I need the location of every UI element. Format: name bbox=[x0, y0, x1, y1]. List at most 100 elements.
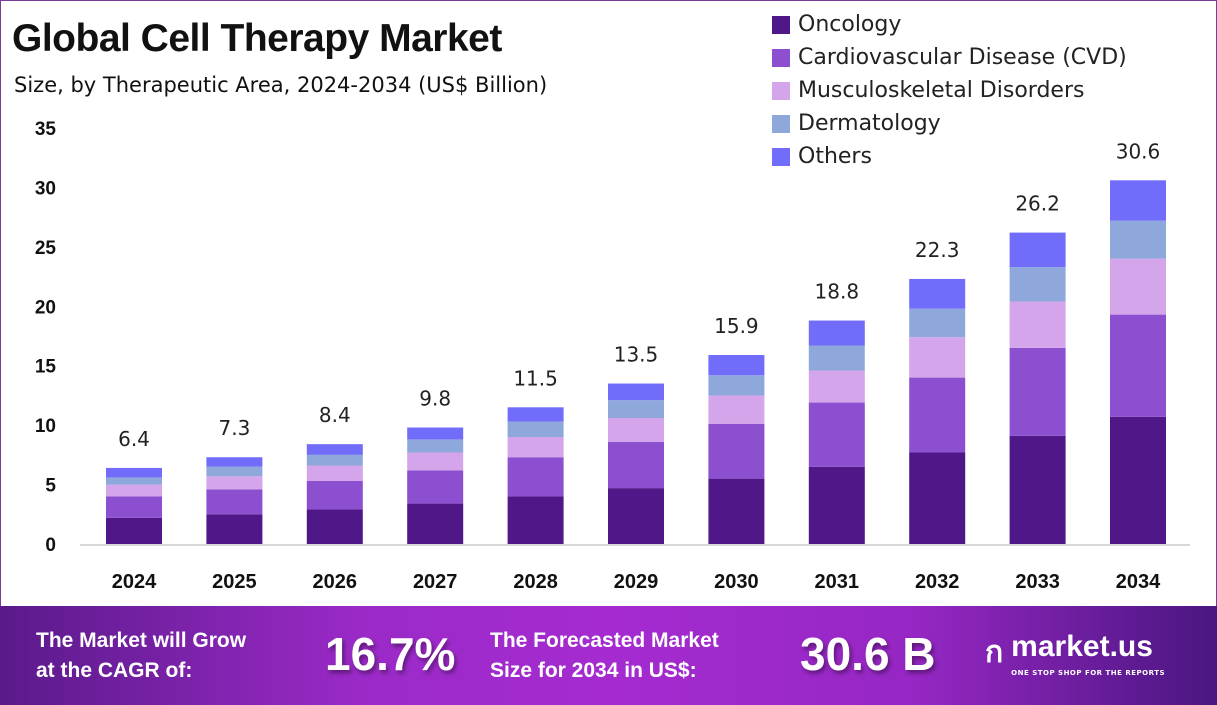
bar-segment-oncology bbox=[407, 503, 464, 544]
bar-segment-others bbox=[909, 278, 966, 309]
bar-total-label: 9.8 bbox=[419, 387, 451, 411]
bar-total-label: 11.5 bbox=[513, 366, 558, 390]
bar-segment-dermatology bbox=[1110, 220, 1166, 259]
bar-segment-oncology bbox=[708, 478, 765, 544]
bar-segment-others bbox=[407, 427, 464, 440]
bar-segment-cardiovascular-disease-cvd bbox=[808, 402, 865, 467]
bar-total-label: 18.8 bbox=[815, 280, 860, 304]
bar-segment-cardiovascular-disease-cvd bbox=[306, 481, 363, 510]
bar-segment-oncology bbox=[206, 514, 263, 544]
bar-segment-musculoskeletal-disorders bbox=[407, 452, 464, 471]
bar-segment-musculoskeletal-disorders bbox=[1009, 301, 1066, 348]
bar-segment-dermatology bbox=[608, 400, 664, 419]
bar-segment-musculoskeletal-disorders bbox=[106, 484, 162, 497]
x-tick-label: 2028 bbox=[513, 571, 558, 593]
x-tick-label: 2024 bbox=[112, 571, 157, 593]
legend: Oncology Cardiovascular Disease (CVD) Musc… bbox=[772, 8, 1127, 173]
bar-segment-oncology bbox=[909, 452, 966, 544]
bar-segment-musculoskeletal-disorders bbox=[608, 418, 664, 442]
bar-segment-others bbox=[507, 407, 564, 422]
x-tick-label: 2025 bbox=[212, 571, 257, 593]
bar-segment-dermatology bbox=[909, 308, 966, 338]
x-tick-label: 2030 bbox=[714, 571, 759, 593]
bar-total-label: 6.4 bbox=[118, 427, 150, 451]
legend-item: Cardiovascular Disease (CVD) bbox=[772, 41, 1127, 74]
bar-segment-dermatology bbox=[708, 375, 765, 396]
legend-label: Dermatology bbox=[798, 111, 941, 136]
bar-segment-oncology bbox=[106, 517, 162, 544]
x-tick-label: 2026 bbox=[313, 571, 358, 593]
legend-item: Oncology bbox=[772, 8, 1127, 41]
x-tick-label: 2029 bbox=[614, 571, 659, 593]
stacked-bar-chart: 051015202530356.420247.320258.420269.820… bbox=[35, 119, 1190, 593]
y-tick-label: 30 bbox=[35, 178, 56, 199]
x-tick-label: 2033 bbox=[1015, 571, 1060, 593]
bar-segment-others bbox=[608, 383, 664, 401]
legend-label: Cardiovascular Disease (CVD) bbox=[798, 45, 1127, 70]
x-tick-label: 2034 bbox=[1116, 571, 1161, 593]
y-tick-label: 5 bbox=[45, 476, 56, 497]
legend-swatch bbox=[772, 15, 790, 34]
bar-total-label: 30.6 bbox=[1116, 139, 1161, 163]
x-tick-label: 2027 bbox=[413, 571, 458, 593]
bar-segment-cardiovascular-disease-cvd bbox=[106, 496, 162, 518]
legend-item: Musculoskeletal Disorders bbox=[772, 74, 1127, 107]
bar-segment-cardiovascular-disease-cvd bbox=[708, 423, 765, 479]
bar-segment-cardiovascular-disease-cvd bbox=[1009, 347, 1066, 436]
bar-segment-dermatology bbox=[1009, 267, 1066, 302]
forecast-label-line1: The Forecasted Market bbox=[490, 629, 719, 652]
x-tick-label: 2032 bbox=[915, 571, 960, 593]
bar-segment-musculoskeletal-disorders bbox=[808, 370, 865, 403]
bar-total-label: 13.5 bbox=[614, 343, 659, 367]
legend-swatch bbox=[772, 147, 790, 166]
bar-segment-cardiovascular-disease-cvd bbox=[909, 377, 966, 453]
bar-segment-others bbox=[1009, 232, 1066, 268]
bar-total-label: 26.2 bbox=[1015, 192, 1060, 216]
bar-segment-oncology bbox=[306, 509, 363, 544]
bar-segment-cardiovascular-disease-cvd bbox=[1110, 314, 1166, 417]
bar-segment-cardiovascular-disease-cvd bbox=[507, 457, 564, 497]
brand-tagline: ONE STOP SHOP FOR THE REPORTS bbox=[1011, 669, 1166, 677]
bar-total-label: 8.4 bbox=[319, 403, 351, 427]
bar-segment-others bbox=[708, 355, 765, 376]
x-tick-label: 2031 bbox=[815, 571, 860, 593]
y-tick-label: 25 bbox=[35, 238, 57, 259]
legend-swatch bbox=[772, 114, 790, 133]
bar-segment-musculoskeletal-disorders bbox=[306, 465, 363, 482]
legend-label: Oncology bbox=[798, 12, 902, 37]
bar-segment-others bbox=[306, 444, 363, 455]
forecast-label: The Forecasted Market Size for 2034 in U… bbox=[490, 626, 719, 686]
bar-segment-oncology bbox=[808, 466, 865, 544]
bar-total-label: 7.3 bbox=[218, 416, 250, 440]
bar-segment-oncology bbox=[608, 488, 664, 544]
bar-segment-musculoskeletal-disorders bbox=[507, 437, 564, 458]
forecast-value: 30.6 B bbox=[800, 628, 936, 680]
y-tick-label: 10 bbox=[35, 416, 56, 437]
bar-segment-dermatology bbox=[206, 466, 263, 477]
bar-segment-dermatology bbox=[407, 439, 464, 453]
legend-label: Musculoskeletal Disorders bbox=[798, 78, 1085, 103]
bar-segment-others bbox=[1110, 180, 1166, 221]
brand-name: market.us bbox=[1011, 630, 1153, 663]
cagr-label-line1: The Market will Grow bbox=[36, 629, 247, 652]
chart-subtitle: Size, by Therapeutic Area, 2024-2034 (US… bbox=[14, 73, 548, 97]
legend-item: Dermatology bbox=[772, 107, 1127, 140]
bar-segment-others bbox=[106, 467, 162, 478]
bar-segment-cardiovascular-disease-cvd bbox=[206, 489, 263, 515]
chart-title: Global Cell Therapy Market bbox=[12, 17, 502, 60]
bar-segment-musculoskeletal-disorders bbox=[1110, 258, 1166, 315]
legend-swatch bbox=[772, 81, 790, 100]
cagr-label-line2: at the CAGR of: bbox=[36, 659, 193, 682]
bar-segment-dermatology bbox=[808, 345, 865, 371]
y-tick-label: 15 bbox=[35, 357, 57, 378]
bar-segment-oncology bbox=[1110, 416, 1166, 544]
bar-segment-others bbox=[808, 320, 865, 346]
y-tick-label: 20 bbox=[35, 297, 56, 318]
bar-segment-others bbox=[206, 457, 263, 467]
bar-segment-musculoskeletal-disorders bbox=[708, 395, 765, 424]
legend-label: Others bbox=[798, 144, 872, 169]
legend-swatch bbox=[772, 48, 790, 67]
footer-banner: The Market will Grow at the CAGR of: 16.… bbox=[0, 606, 1217, 705]
bar-segment-dermatology bbox=[306, 454, 363, 466]
bar-segment-oncology bbox=[1009, 435, 1066, 544]
